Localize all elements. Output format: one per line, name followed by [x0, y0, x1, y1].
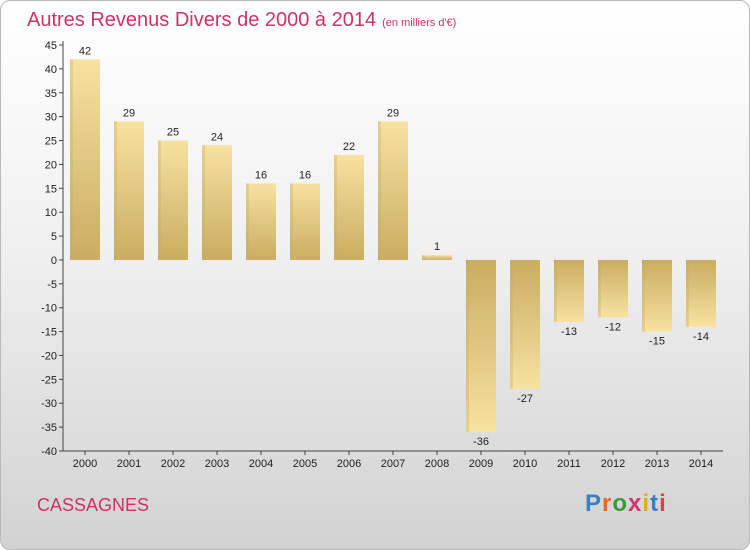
- bar-shade: [202, 145, 205, 260]
- x-tick-label: 2000: [73, 458, 97, 470]
- data-label: 16: [255, 170, 267, 182]
- data-label: 42: [79, 45, 91, 57]
- bar-shade: [686, 259, 689, 327]
- data-label: 29: [387, 107, 399, 119]
- data-label: 25: [167, 127, 179, 139]
- bar: [114, 121, 144, 260]
- y-tick-label: 10: [45, 207, 57, 219]
- x-tick-label: 2004: [249, 458, 273, 470]
- data-label: -13: [561, 326, 577, 338]
- logo-letter: t: [650, 490, 660, 517]
- y-tick-label: -40: [41, 446, 57, 458]
- y-tick-label: 0: [51, 255, 57, 267]
- y-tick-label: -15: [41, 327, 57, 339]
- bar: [554, 259, 584, 323]
- x-tick-label: 2008: [425, 458, 449, 470]
- x-tick-label: 2003: [205, 458, 229, 470]
- bar: [334, 154, 364, 260]
- data-label: 29: [123, 107, 135, 119]
- data-label: -36: [473, 436, 489, 448]
- proxiti-logo: Proxiti: [585, 490, 667, 518]
- y-tick-label: -25: [41, 374, 57, 386]
- bar: [290, 183, 320, 260]
- logo-letter: i: [659, 490, 667, 517]
- bar-shade: [158, 140, 161, 260]
- bar: [466, 259, 496, 432]
- bar: [378, 121, 408, 260]
- y-tick-label: -5: [47, 279, 57, 291]
- data-label: -15: [649, 336, 665, 348]
- bar: [642, 259, 672, 332]
- y-tick-label: 45: [45, 40, 57, 52]
- bar-shade: [554, 259, 557, 323]
- bar: [158, 140, 188, 260]
- data-label: 24: [211, 131, 223, 143]
- data-label: 1: [434, 241, 440, 253]
- bar-shade: [642, 259, 645, 332]
- y-tick-label: 20: [45, 159, 57, 171]
- y-tick-label: 5: [51, 231, 57, 243]
- y-tick-label: 15: [45, 183, 57, 195]
- y-tick-label: 25: [45, 136, 57, 148]
- logo-letter: P: [585, 490, 603, 517]
- data-label: 16: [299, 170, 311, 182]
- bar-shade: [290, 183, 293, 260]
- x-tick-label: 2006: [337, 458, 361, 470]
- data-label: -27: [517, 393, 533, 405]
- title-main: Autres Revenus Divers de 2000 à 2014: [27, 9, 377, 31]
- bar-shade: [378, 121, 381, 260]
- data-label: -12: [605, 321, 621, 333]
- x-tick-label: 2005: [293, 458, 317, 470]
- bar-shade: [70, 59, 73, 260]
- bar-shade: [114, 121, 117, 260]
- data-label: -14: [693, 331, 709, 343]
- x-tick-label: 2010: [513, 458, 537, 470]
- bar: [510, 259, 540, 389]
- bar: [422, 255, 452, 260]
- commune-name: CASSAGNES: [37, 495, 150, 515]
- y-tick-label: 40: [45, 64, 57, 76]
- chart-title: Autres Revenus Divers de 2000 à 2014 (en …: [27, 9, 456, 32]
- bar-shade: [598, 259, 601, 318]
- bar: [246, 183, 276, 260]
- bar-shade: [510, 259, 513, 389]
- logo-letter: r: [602, 490, 613, 517]
- bar-shade: [246, 183, 249, 260]
- logo-letter: o: [612, 490, 629, 517]
- y-tick-label: -35: [41, 422, 57, 434]
- x-tick-label: 2011: [557, 458, 581, 470]
- title-unit: (en milliers d'€): [382, 17, 457, 29]
- x-tick-label: 2012: [601, 458, 625, 470]
- data-label: 22: [343, 141, 355, 153]
- y-tick-label: 35: [45, 88, 57, 100]
- bar-shade: [466, 259, 469, 432]
- bar: [686, 259, 716, 327]
- x-tick-label: 2013: [645, 458, 669, 470]
- bar: [598, 259, 628, 318]
- bar: [202, 145, 232, 260]
- x-tick-label: 2009: [469, 458, 493, 470]
- bar-shade: [334, 154, 337, 260]
- x-tick-label: 2014: [689, 458, 713, 470]
- y-tick-label: 30: [45, 112, 57, 124]
- x-tick-label: 2007: [381, 458, 405, 470]
- logo-letter: x: [628, 490, 643, 517]
- y-tick-label: -30: [41, 398, 57, 410]
- y-tick-label: -20: [41, 350, 57, 362]
- y-tick-label: -10: [41, 303, 57, 315]
- x-tick-label: 2002: [161, 458, 185, 470]
- x-tick-label: 2001: [117, 458, 141, 470]
- logo-letter: i: [642, 490, 651, 517]
- bar: [70, 59, 100, 260]
- bar-shade: [422, 255, 425, 260]
